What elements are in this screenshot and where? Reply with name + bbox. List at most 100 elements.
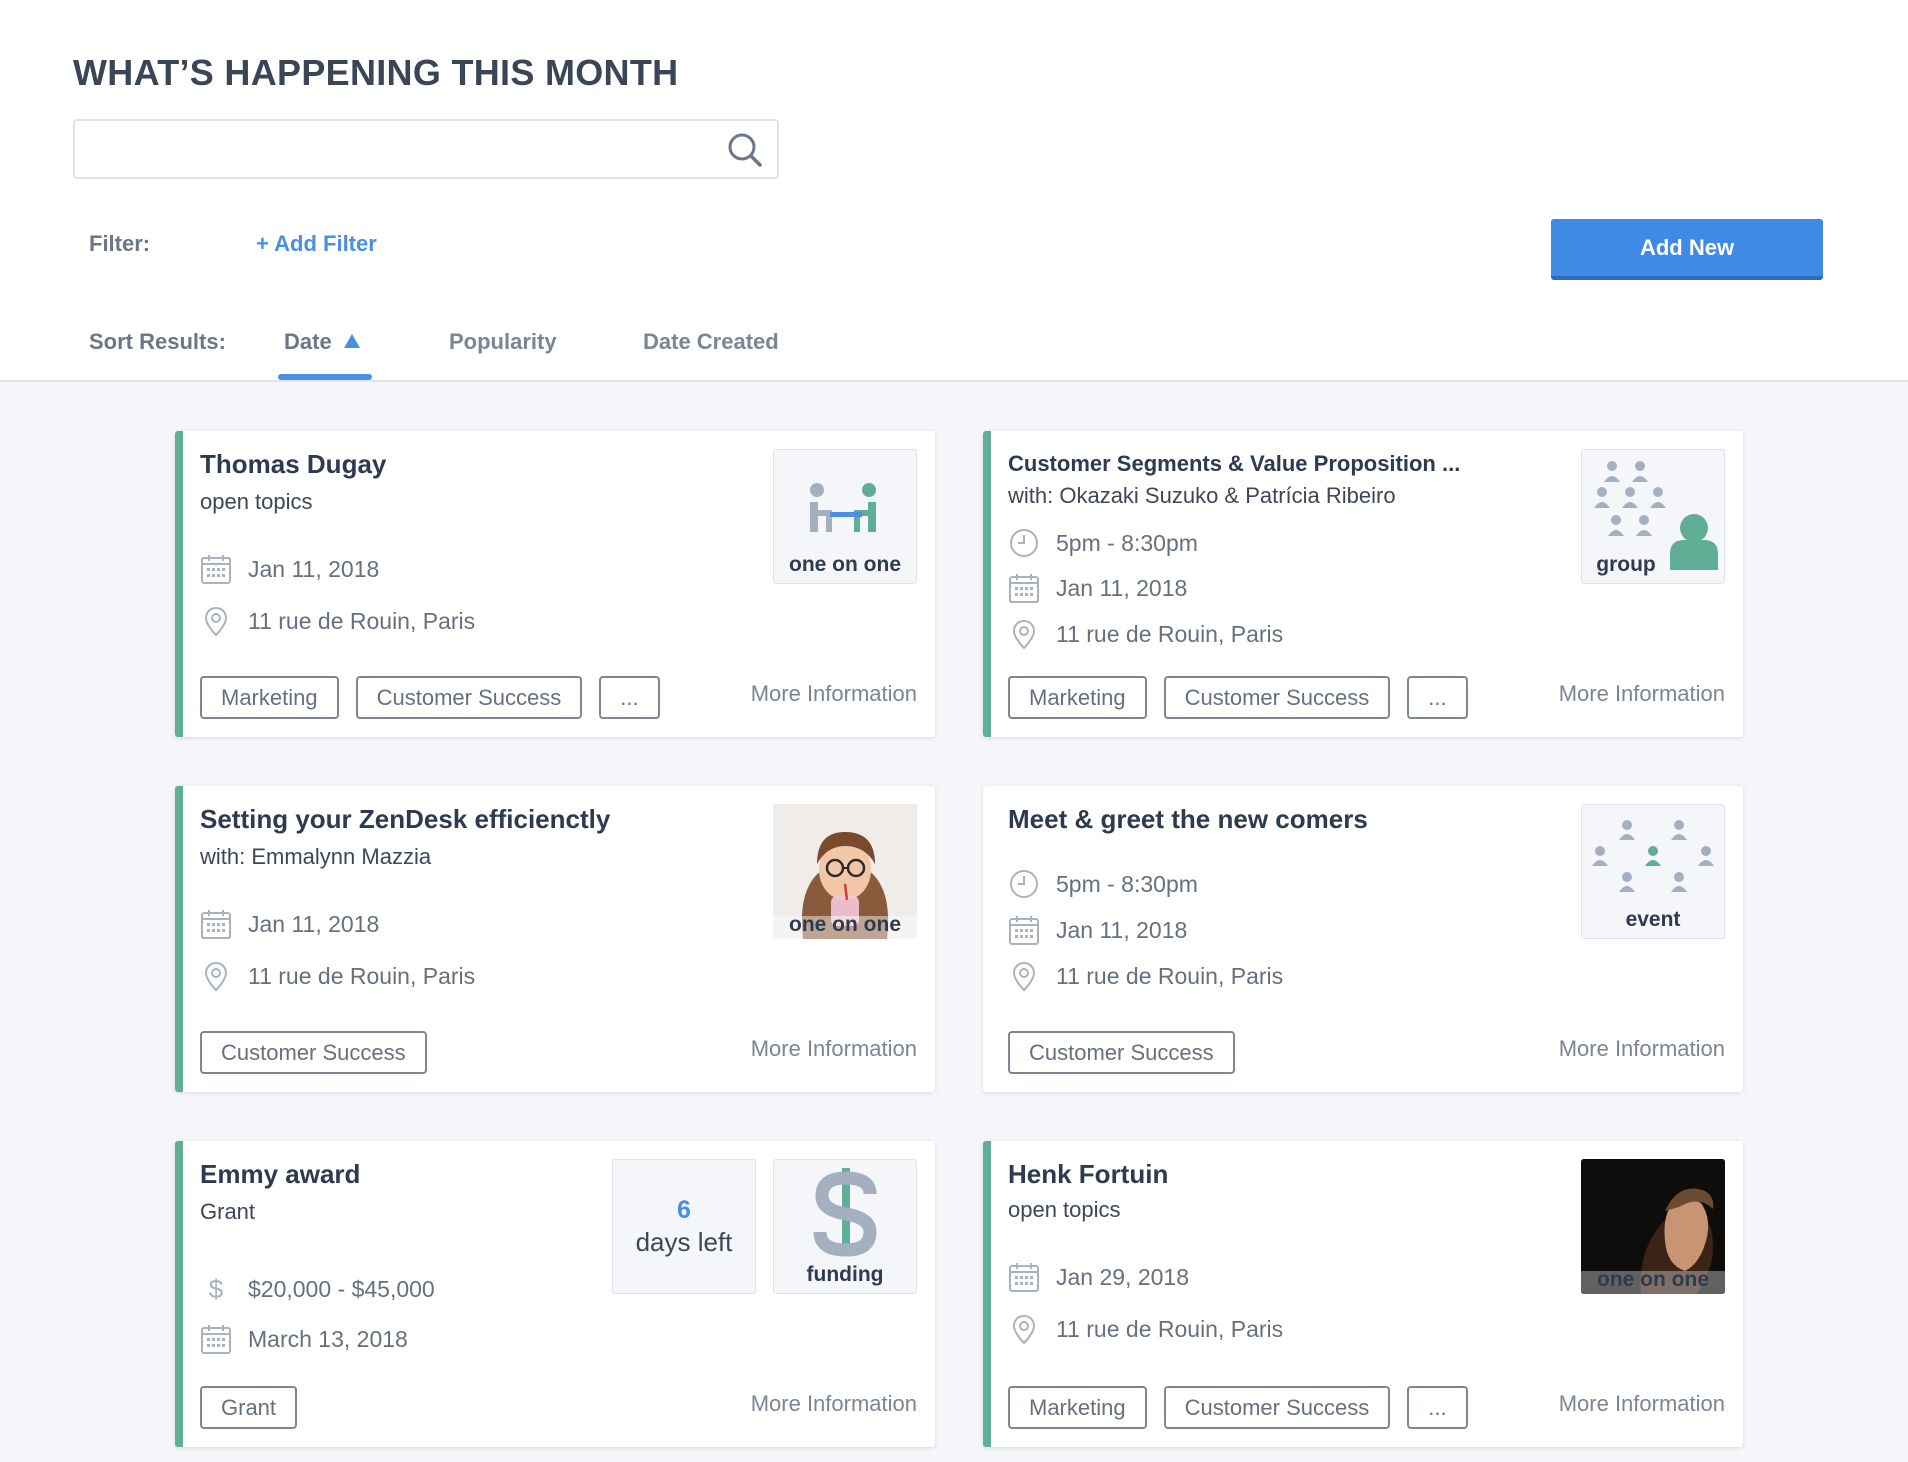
card-location: 11 rue de Rouin, Paris [1008,616,1283,652]
search-icon[interactable] [725,130,765,170]
card-title[interactable]: Meet & greet the new comers [1008,804,1368,834]
group-icon [1594,461,1718,570]
tag-list: Marketing Customer Success ... [200,676,677,719]
event-card[interactable]: Emmy award Grant $ $20,000 - $45,000 Mar… [175,1141,935,1447]
card-date: Jan 29, 2018 [1008,1259,1189,1295]
sort-tab-popularity[interactable]: Popularity [449,329,557,354]
badge-label: event [1625,908,1681,931]
location-text: 11 rue de Rouin, Paris [1056,1315,1284,1342]
active-sort-indicator [278,374,372,380]
card-subtitle: open topics [200,489,313,514]
badge-label: one on one [1597,1268,1709,1291]
location-text: 11 rue de Rouin, Paris [248,962,476,989]
tag-list: Marketing Customer Success ... [1008,676,1485,719]
location-text: 11 rue de Rouin, Paris [248,607,476,634]
add-new-button[interactable]: Add New [1551,219,1823,280]
more-information-link[interactable]: More Information [750,1391,917,1416]
tag-customer-success[interactable]: Customer Success [355,676,583,719]
event-card[interactable]: Thomas Dugay open topics Jan 11, 2018 11… [175,431,935,737]
event-icon [1592,820,1714,892]
more-information-link[interactable]: More Information [750,1036,917,1061]
tag-customer-success[interactable]: Customer Success [200,1031,427,1074]
card-date: Jan 11, 2018 [1008,570,1187,606]
calendar-icon [1008,572,1040,604]
location-pin-icon [1008,618,1040,650]
dollar-icon: $ [208,1273,224,1304]
card-subtitle: with: Emmalynn Mazzia [200,844,432,869]
more-information-link[interactable]: More Information [750,681,917,706]
tag-customer-success[interactable]: Customer Success [1163,676,1391,719]
card-location: 11 rue de Rouin, Paris [1008,1311,1283,1347]
page-title: WHAT’S HAPPENING THIS MONTH [73,52,679,93]
event-card[interactable]: Henk Fortuin open topics Jan 29, 2018 11… [983,1141,1743,1447]
location-pin-icon [200,605,232,637]
sort-ascending-icon [343,334,360,348]
card-title[interactable]: Emmy award [200,1159,361,1189]
date-text: March 13, 2018 [248,1325,408,1352]
filter-label: Filter: [89,231,151,256]
card-title[interactable]: Customer Segments & Value Proposition ..… [1008,451,1461,476]
card-accent [175,786,183,1092]
sort-tab-date-created[interactable]: Date Created [643,329,779,354]
date-text: Jan 11, 2018 [248,910,380,937]
location-pin-icon [1008,960,1040,992]
card-location: 11 rue de Rouin, Paris [200,603,475,639]
dollar-sign-icon [813,1168,877,1257]
card-accent [175,1141,183,1447]
tag-customer-success[interactable]: Customer Success [1163,1386,1391,1429]
page-header: WHAT’S HAPPENING THIS MONTH Filter: + Ad… [0,0,1908,382]
group-badge: group [1581,449,1725,584]
avatar-photo: one on one [1581,1159,1725,1294]
one-on-one-badge: one on one [773,449,917,584]
tag-marketing[interactable]: Marketing [200,676,339,719]
card-title[interactable]: Setting your ZenDesk efficienctly [200,804,611,834]
search-input[interactable] [89,121,689,177]
more-information-link[interactable]: More Information [1558,1391,1725,1416]
days-left-text: days left [635,1227,733,1257]
more-information-link[interactable]: More Information [1558,681,1725,706]
funding-badge: funding [773,1159,917,1294]
event-card[interactable]: Customer Segments & Value Proposition ..… [983,431,1743,737]
badge-label: group [1596,553,1656,576]
card-location: 11 rue de Rouin, Paris [200,958,475,994]
search-box[interactable] [73,119,779,179]
add-filter-link[interactable]: + Add Filter [256,231,377,256]
tag-list: Grant [200,1386,314,1429]
tag-more[interactable]: ... [599,676,660,719]
card-date: Jan 11, 2018 [200,551,379,587]
clock-icon [1008,527,1040,559]
time-text: 5pm - 8:30pm [1056,870,1198,897]
calendar-icon [1008,1261,1040,1293]
tag-marketing[interactable]: Marketing [1008,1386,1147,1429]
date-text: Jan 11, 2018 [248,555,380,582]
time-text: 5pm - 8:30pm [1056,529,1198,556]
card-amount: $ $20,000 - $45,000 [200,1271,435,1307]
date-text: Jan 29, 2018 [1056,1263,1190,1290]
date-text: Jan 11, 2018 [1056,574,1188,601]
card-date: March 13, 2018 [200,1321,408,1357]
tag-grant[interactable]: Grant [200,1386,298,1429]
tag-list: Customer Success [1008,1031,1252,1074]
sort-label: Sort Results: [89,329,226,354]
card-date: Jan 11, 2018 [1008,912,1187,948]
more-information-link[interactable]: More Information [1558,1036,1725,1061]
tag-list: Marketing Customer Success ... [1008,1386,1485,1429]
tag-list: Customer Success [200,1031,444,1074]
card-accent [175,431,183,737]
card-title[interactable]: Thomas Dugay [200,449,387,479]
sort-tab-label: Date [284,329,332,354]
amount-text: $20,000 - $45,000 [248,1275,435,1302]
tag-more[interactable]: ... [1407,1386,1468,1429]
tag-customer-success[interactable]: Customer Success [1008,1031,1235,1074]
avatar-man-image [1581,1159,1725,1294]
date-text: Jan 11, 2018 [1056,916,1188,943]
location-text: 11 rue de Rouin, Paris [1056,962,1284,989]
event-card[interactable]: Setting your ZenDesk efficienctly with: … [175,786,935,1092]
sort-tab-date[interactable]: Date [284,329,360,355]
tag-marketing[interactable]: Marketing [1008,676,1147,719]
event-card[interactable]: Meet & greet the new comers 5pm - 8:30pm… [983,786,1743,1092]
calendar-icon [200,1323,232,1355]
card-title[interactable]: Henk Fortuin [1008,1159,1169,1189]
tag-more[interactable]: ... [1407,676,1468,719]
badge-label: funding [806,1263,884,1286]
